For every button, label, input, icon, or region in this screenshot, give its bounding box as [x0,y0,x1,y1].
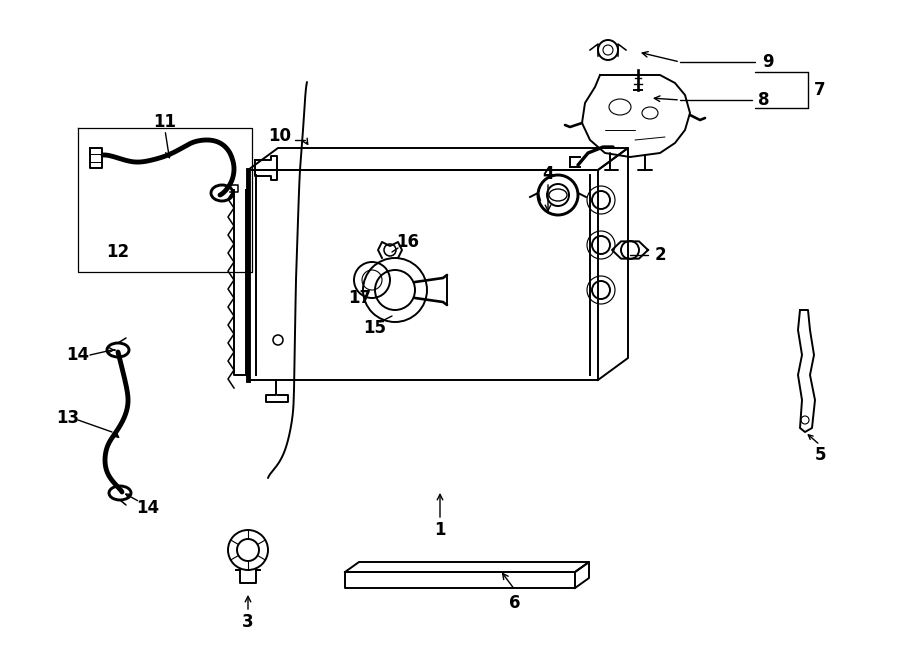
Text: 9: 9 [762,53,774,71]
Text: 8: 8 [758,91,770,109]
Text: 4: 4 [542,165,554,183]
Text: 10: 10 [268,127,292,145]
Text: 12: 12 [106,243,130,261]
Text: 15: 15 [364,319,386,337]
Text: 6: 6 [509,594,521,612]
Text: 5: 5 [814,446,826,464]
Text: 16: 16 [397,233,419,251]
Text: 3: 3 [242,613,254,631]
Text: 11: 11 [154,113,176,131]
Text: 2: 2 [654,246,666,264]
Text: 14: 14 [67,346,90,364]
Text: 14: 14 [137,499,159,517]
Text: 1: 1 [434,521,446,539]
Text: 7: 7 [814,81,826,99]
Text: 13: 13 [57,409,79,427]
Text: 17: 17 [348,289,372,307]
